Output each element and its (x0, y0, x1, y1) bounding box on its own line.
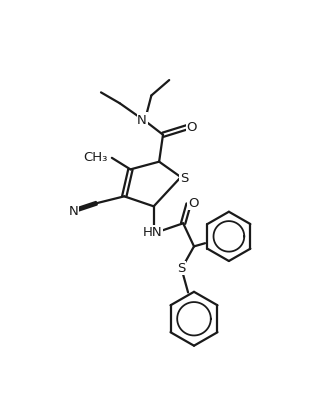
Text: O: O (188, 196, 198, 209)
Text: N: N (69, 204, 79, 217)
Text: HN: HN (142, 226, 162, 239)
Text: S: S (180, 172, 188, 185)
Text: CH₃: CH₃ (83, 150, 107, 163)
Text: N: N (137, 113, 147, 126)
Text: S: S (178, 262, 186, 275)
Text: O: O (187, 120, 197, 133)
